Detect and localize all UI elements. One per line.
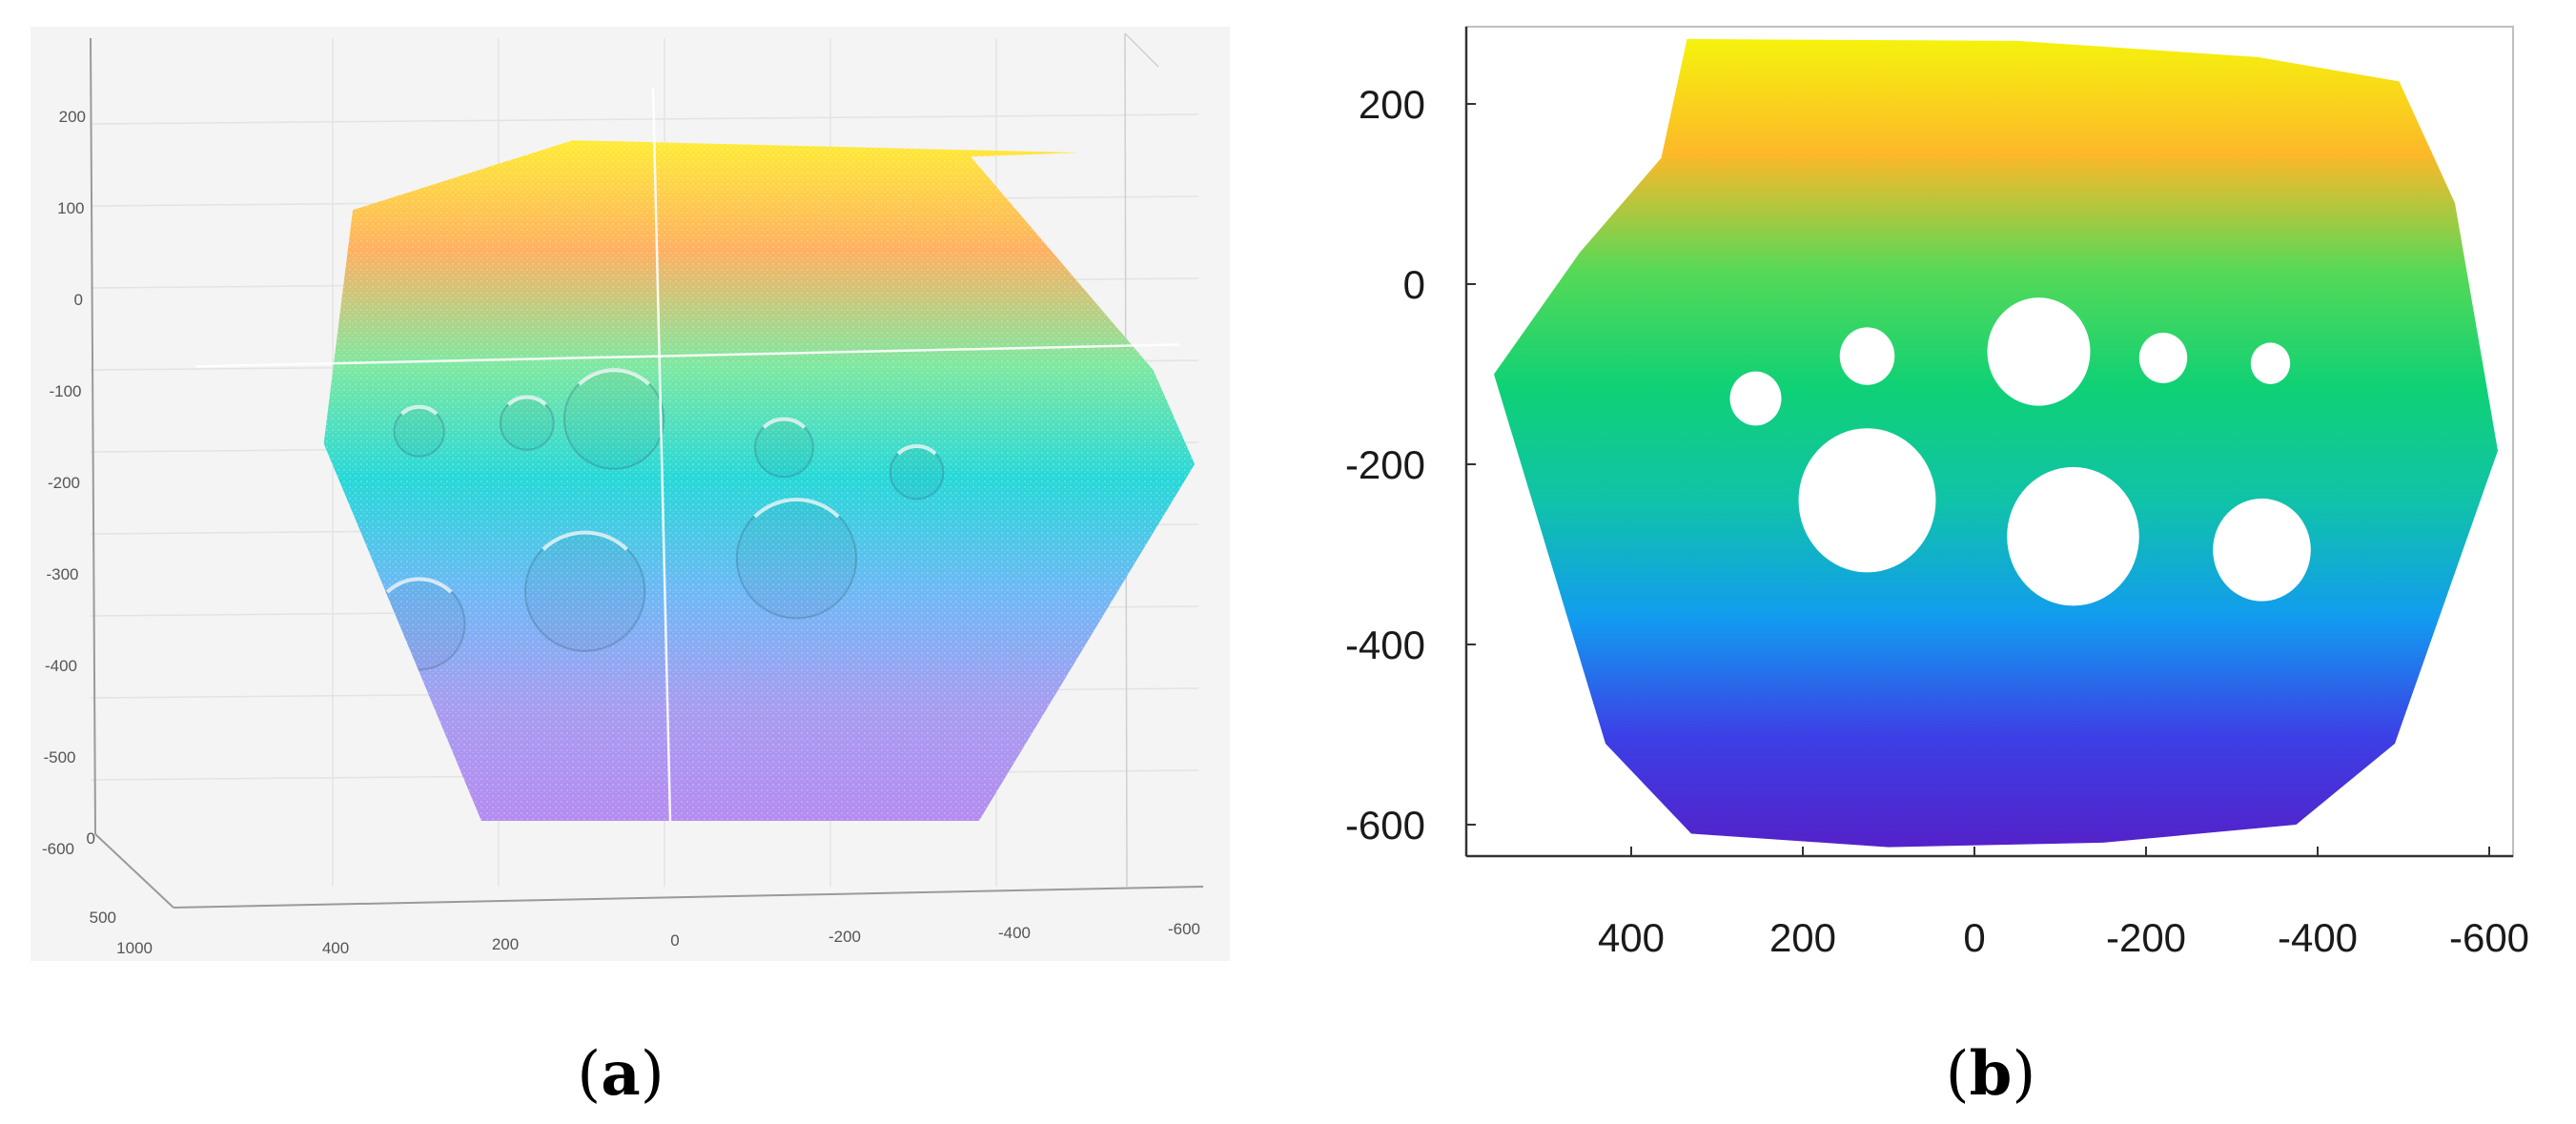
panel-a-crosshair-horizontal xyxy=(194,343,1180,368)
panel-a-hole-highlight xyxy=(578,368,651,386)
panel-a-y-tick-label: -200 xyxy=(48,474,80,492)
panel-a-crosshair xyxy=(194,87,1180,822)
panel-a-axis-bottom xyxy=(173,886,1204,909)
panel-label-b: (b) xyxy=(1946,1038,2036,1110)
panel-a-hole-highlight xyxy=(896,444,937,456)
panel-b-hole xyxy=(2007,466,2139,606)
panel-a-y-tick-label: -400 xyxy=(45,657,77,675)
panel-a-3d-view: 400 200 0 -200 -400 -6002001000-100-200-300-4… xyxy=(31,27,1230,961)
panel-a-hole-highlight xyxy=(506,395,547,406)
panel-a-x-tick-label: 0 xyxy=(670,931,679,950)
panel-a-depth-tick-label: 0 xyxy=(87,829,95,848)
panel-a-x-tick-label: 400 xyxy=(322,939,349,957)
panel-b-x-tick-label: 0 xyxy=(1963,915,1985,960)
panel-label-a: (a) xyxy=(577,1038,664,1110)
panel-b-tick-labels: 400 200 0 -200 -400 -600 200 0 -200 -400 -600 xyxy=(1345,82,2529,960)
panel-a-y-tick-label: -300 xyxy=(46,565,78,583)
panel-a-y-tick-label: -100 xyxy=(49,382,81,400)
panel-a-y-tick-label: 200 xyxy=(59,108,86,126)
panel-b-x-tick-label: 200 xyxy=(1769,915,1836,960)
panel-b-x-tick-label: 400 xyxy=(1598,915,1665,960)
panel-b-axes xyxy=(1464,27,2513,858)
panel-a-y-tick-label: 0 xyxy=(74,291,83,309)
panel-b-hole xyxy=(2138,333,2188,383)
panel-b-hole xyxy=(1987,297,2091,406)
panel-b-y-tick-label: -200 xyxy=(1345,442,1425,487)
panel-a-crosshair-vertical xyxy=(651,87,672,822)
panel-b-hole xyxy=(1729,371,1782,426)
panel-b-point-cloud xyxy=(1494,38,2498,848)
panel-b-hole xyxy=(1839,327,1895,385)
panel-a-y-tick-label: 100 xyxy=(57,199,84,217)
panel-b-top-view: 400 200 0 -200 -400 -600 200 0 -200 -400 -600 xyxy=(1345,26,2529,960)
panel-b-y-tick-label: -600 xyxy=(1345,803,1425,848)
panel-b-hole xyxy=(1798,428,1936,573)
panel-a-x-tick-label: -400 xyxy=(998,924,1031,942)
panel-a-axis-left xyxy=(90,37,96,835)
panel-a-x-tick-label: -600 xyxy=(1168,920,1200,938)
panel-b-x-tick-label: -200 xyxy=(2106,915,2186,960)
panel-b-x-tick-label: -600 xyxy=(2449,915,2529,960)
panel-a-x-tick-label: -200 xyxy=(828,928,861,946)
panel-a-axis-right-depth xyxy=(1124,32,1159,68)
panel-b-y-tick-label: 0 xyxy=(1403,262,1425,307)
panel-b-y-tick-label: 200 xyxy=(1359,82,1425,127)
panel-a-hole-highlight xyxy=(762,417,807,429)
panel-b-x-tick-label: -400 xyxy=(2278,915,2358,960)
panel-a-grid-hline xyxy=(90,113,1199,125)
panel-b-hole xyxy=(2213,498,2311,602)
panel-a-hole-highlight xyxy=(542,530,628,551)
panel-a-hole-highlight xyxy=(385,577,453,594)
panel-a-depth-tick-label: 500 xyxy=(90,909,116,927)
panel-a-axis-depth xyxy=(94,833,174,909)
panel-a-y-tick-label: -600 xyxy=(42,840,74,858)
panel-a-y-tick-label: -500 xyxy=(43,748,75,766)
panel-a-depth-tick-label: 1000 xyxy=(116,939,153,957)
panel-b-surface xyxy=(1494,38,2498,848)
panel-b-y-tick-label: -400 xyxy=(1345,623,1425,667)
panel-a-x-tick-label: 200 xyxy=(492,935,519,953)
panel-b-hole xyxy=(2250,342,2291,384)
panel-a-tick-labels: 400 200 0 -200 -400 -6002001000-100-200-300-4… xyxy=(42,108,1200,957)
panel-a-hole-highlight xyxy=(399,404,439,416)
panel-a-hole-highlight xyxy=(753,498,840,519)
